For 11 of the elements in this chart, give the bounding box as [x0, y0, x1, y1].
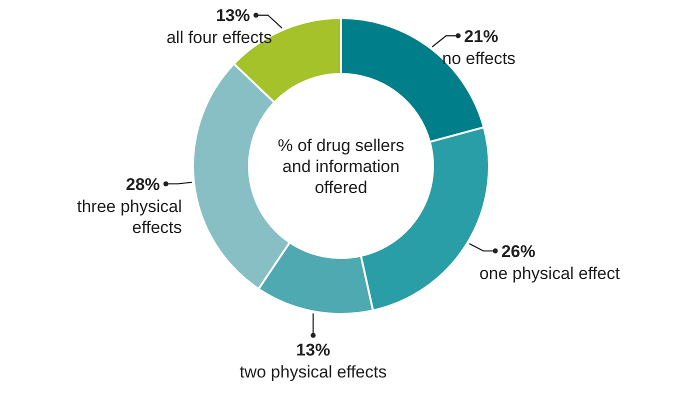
data-label: 28% — [126, 174, 160, 194]
slice-label: one physical effect — [479, 264, 620, 283]
slice-label: two physical effects — [240, 362, 387, 382]
slice-label: all four effects — [166, 28, 272, 48]
data-label: 13% — [296, 340, 330, 360]
slice-label: no effects — [442, 48, 516, 68]
text: % of drug sellers and information offered — [278, 136, 404, 197]
data-label: 26% — [501, 242, 536, 261]
slice-label: three physical effects — [76, 196, 182, 237]
data-label: 21% — [464, 26, 498, 46]
data-label: 13% — [216, 6, 250, 26]
